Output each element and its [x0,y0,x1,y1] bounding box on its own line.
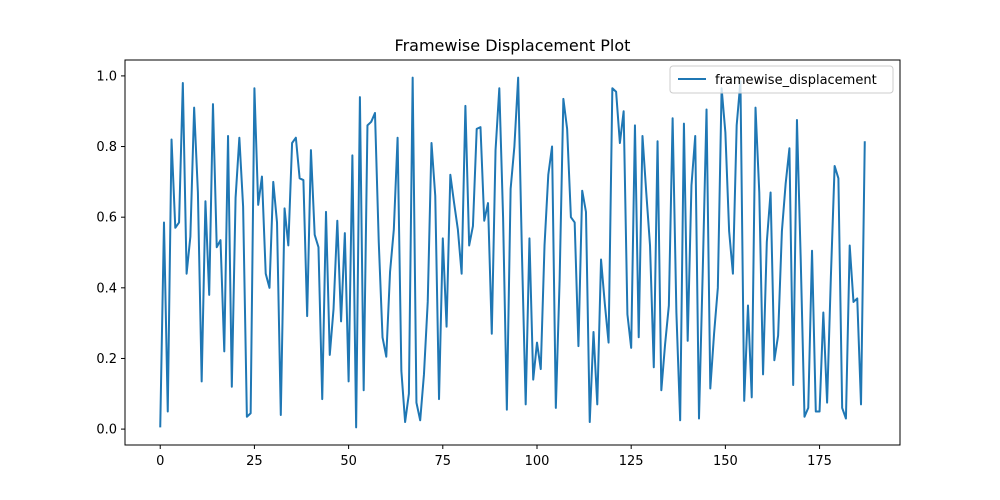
x-tick-label: 0 [156,454,164,469]
x-tick-label: 125 [619,454,644,469]
x-axis: 0 25 50 75 100 125 150 175 [156,445,832,469]
legend-label: framewise_displacement [715,73,877,88]
series-line-0 [159,76,866,429]
x-tick-label: 50 [340,454,357,469]
y-tick-label: 1.0 [96,69,117,84]
x-tick-label: 175 [807,454,832,469]
y-tick-label: 0.2 [96,352,117,367]
y-axis: 0.0 0.2 0.4 0.6 0.8 1.0 [96,69,125,438]
x-tick-label: 25 [246,454,263,469]
y-tick-label: 0.0 [96,423,117,438]
chart-title: Framewise Displacement Plot [395,36,631,55]
x-tick-label: 75 [435,454,452,469]
legend-box [669,65,894,94]
y-tick-label: 0.6 [96,211,117,226]
y-tick-label: 0.8 [96,140,117,155]
y-tick-label: 0.4 [96,281,117,296]
legend: framewise_displacement [669,65,894,94]
series-layer [159,76,866,429]
x-tick-label: 150 [713,454,738,469]
plot-frame [124,59,901,446]
x-tick-label: 100 [525,454,550,469]
